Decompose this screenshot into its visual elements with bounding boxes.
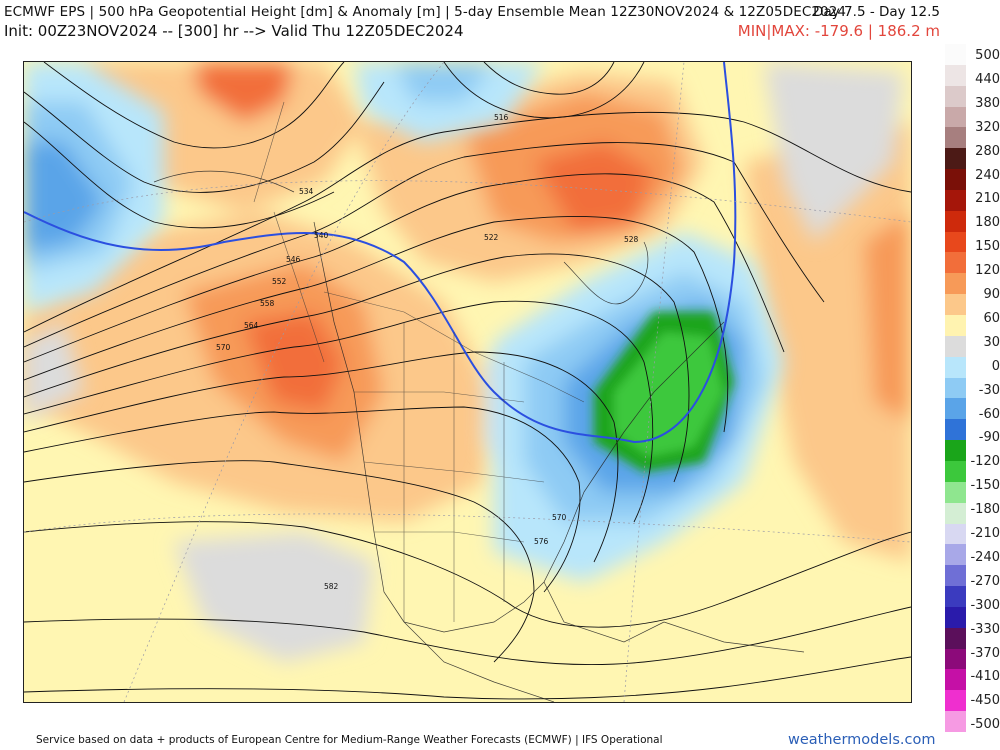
political-borders [253,101,585,622]
graticule [24,62,911,702]
colorbar-swatch [945,711,966,733]
brand-link[interactable]: weathermodels.com [788,732,936,748]
contour-label: 552 [272,277,287,286]
colorbar-tick-label: 500 [975,48,1000,63]
colorbar-swatch [945,648,966,670]
colorbar-tick-label: 30 [983,334,1000,350]
colorbar-swatch [945,335,966,358]
colorbar-tick-label: 280 [975,143,1000,159]
colorbar-tick-label: -120 [970,454,1000,470]
day-range: Day 7.5 - Day 12.5 [813,4,940,20]
contour-label: 540 [314,231,329,240]
colorbar-tick-label: 440 [975,71,1000,87]
colorbar-swatch [945,44,966,66]
anomaly-colorbar [945,44,966,733]
colorbar-swatch [945,377,966,399]
colorbar-tick-label: 180 [975,215,1000,231]
colorbar-tick-label: -330 [970,621,1000,637]
colorbar-tick-label: -240 [970,549,1000,565]
colorbar-tick-label: -90 [978,430,1000,446]
colorbar-swatch [945,690,966,712]
anomaly-map: 516 522 528 534 540 546 552 558 564 570 … [23,61,912,703]
540-dm-contour [24,62,737,444]
colorbar-tick-label: -150 [970,478,1000,494]
colorbar-swatch [945,523,966,545]
colorbar-swatch [945,169,966,191]
colorbar-tick-label: -270 [970,573,1000,589]
colorbar-tick-label: -300 [970,597,1000,613]
min-max-readout: MIN|MAX: -179.6 | 186.2 m [737,22,940,40]
coastlines [153,170,805,702]
colorbar-swatch [945,481,966,504]
contour-label: 558 [260,299,275,308]
contour-label: 570 [216,343,231,352]
colorbar-tick-label: 0 [991,358,1000,374]
colorbar-swatch [945,627,966,650]
colorbar-tick-label: 320 [975,119,1000,135]
colorbar-tick-label: 210 [975,191,1000,207]
colorbar-swatch [945,565,966,587]
contour-label: 564 [244,321,259,330]
colorbar-tick-label: 150 [975,239,1000,255]
colorbar-swatch [945,440,966,462]
colorbar-swatch [945,419,966,441]
colorbar-tick-label: -180 [970,502,1000,518]
data-credit: Service based on data + products of Euro… [36,734,663,746]
colorbar-tick-label: 60 [983,310,1000,326]
colorbar-swatch [945,106,966,128]
colorbar-tick-label: -410 [970,669,1000,685]
colorbar-swatch [945,356,966,379]
colorbar-swatch [945,148,966,170]
colorbar-swatch [945,231,966,253]
colorbar-swatch [945,398,966,420]
colorbar-tick-label: -450 [970,693,1000,709]
colorbar-tick-label: -210 [970,526,1000,541]
strong-negative-anomaly [594,312,734,472]
colorbar-swatch [945,669,966,691]
contour-label: 516 [494,113,509,122]
chart-title: ECMWF EPS | 500 hPa Geopotential Height … [4,4,847,20]
colorbar-tick-label: 90 [983,287,1000,302]
colorbar-tick-label: 240 [975,167,1000,183]
contour-label: 582 [324,582,339,591]
colorbar-swatch [945,210,966,233]
contour-value-labels: 516 522 528 534 540 546 552 558 564 570 … [216,113,639,591]
colorbar-swatch [945,315,966,337]
colorbar-swatch [945,85,966,108]
colorbar-swatch [945,502,966,524]
colorbar-tick-label: -30 [978,382,1000,398]
contour-label: 570 [552,513,567,522]
colorbar-swatch [945,460,966,483]
colorbar-swatch [945,586,966,608]
contour-label: 534 [299,187,314,196]
colorbar-swatch [945,64,966,87]
colorbar-tick-label: -60 [978,406,1000,422]
colorbar-swatch [945,127,966,149]
colorbar-tick-label: -370 [970,645,1000,661]
height-contours [24,62,911,700]
colorbar-tick-label: 120 [975,263,1000,279]
colorbar-swatch [945,252,966,274]
colorbar-swatch [945,189,966,212]
colorbar-swatch [945,544,966,566]
init-valid-line: Init: 00Z23NOV2024 -- [300] hr --> Valid… [4,22,464,40]
contour-label: 576 [534,537,549,546]
colorbar-swatch [945,273,966,295]
colorbar-swatch [945,606,966,629]
contour-label: 546 [286,255,301,264]
colorbar-swatch [945,294,966,316]
contour-label: 522 [484,233,499,242]
colorbar-tick-label: -500 [970,717,1000,733]
contour-label: 528 [624,235,639,244]
colorbar-tick-label: 380 [975,95,1000,111]
